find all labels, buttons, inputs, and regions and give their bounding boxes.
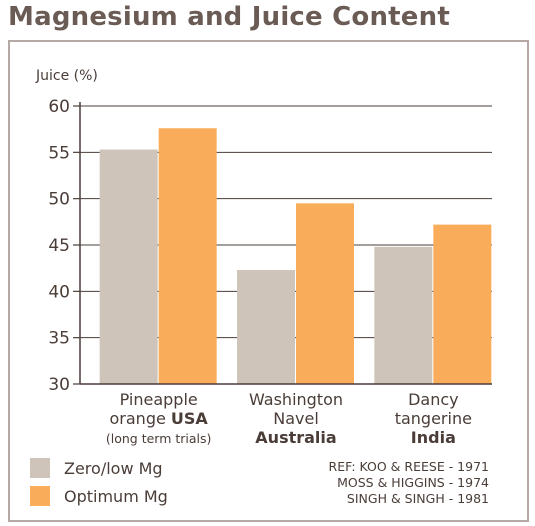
legend-swatch-optimum-mg <box>30 486 50 506</box>
x-tick-label: India <box>411 428 456 447</box>
x-tick-label: Navel <box>273 409 319 428</box>
x-tick-label: (long term trials) <box>106 431 212 446</box>
legend-label-zero-low-mg: Zero/low Mg <box>64 458 163 478</box>
x-tick-label: orange USA <box>110 409 209 428</box>
bar-zero-low-mg <box>374 246 433 384</box>
legend-swatch-zero-low-mg <box>30 458 50 478</box>
y-tick-label: 45 <box>48 236 70 256</box>
x-tick-label: Dancy <box>408 390 459 409</box>
y-axis-label: Juice (%) <box>35 68 98 84</box>
bar-optimum-mg <box>296 203 354 384</box>
bar-zero-low-mg <box>237 270 295 384</box>
legend-label-optimum-mg: Optimum Mg <box>64 486 168 506</box>
y-tick-label: 30 <box>48 375 70 395</box>
x-tick-label: tangerine <box>395 409 472 428</box>
bar-optimum-mg <box>158 128 217 384</box>
x-tick-label: Washington <box>249 390 343 409</box>
y-tick-label: 55 <box>48 143 70 163</box>
chart-title: Magnesium and Juice Content <box>8 2 450 32</box>
chart-frame <box>8 40 529 522</box>
y-tick-label: 40 <box>48 282 70 302</box>
reference-1: REF: KOO & REESE - 1971 <box>328 459 489 474</box>
reference-3: SINGH & SINGH - 1981 <box>346 491 489 506</box>
bar-optimum-mg <box>433 224 492 384</box>
y-tick-label: 35 <box>48 329 70 349</box>
y-tick-label: 60 <box>48 97 70 117</box>
y-tick-label: 50 <box>48 190 70 210</box>
reference-2: MOSS & HIGGINS - 1974 <box>337 475 489 490</box>
x-tick-label: Pineapple <box>120 390 198 409</box>
x-tick-label: Australia <box>255 428 336 447</box>
legend-item-optimum-mg: Optimum Mg <box>30 486 168 506</box>
references: REF: KOO & REESE - 1971 MOSS & HIGGINS -… <box>329 459 489 507</box>
legend-item-zero-low-mg: Zero/low Mg <box>30 458 163 478</box>
bar-zero-low-mg <box>99 149 158 384</box>
